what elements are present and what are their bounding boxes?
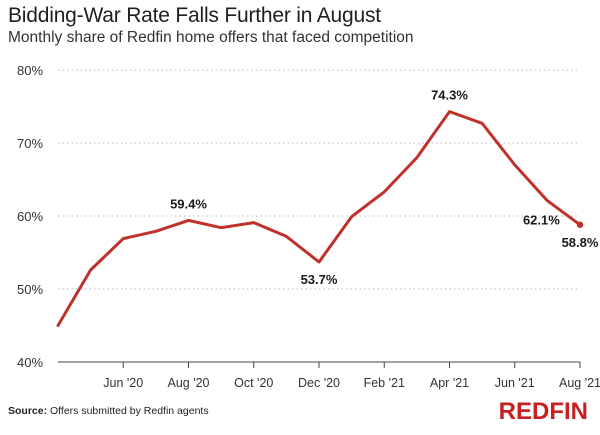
- y-tick-label: 70%: [17, 136, 43, 151]
- data-point: [546, 199, 549, 202]
- y-tick-label: 40%: [17, 355, 43, 370]
- data-point: [285, 235, 288, 238]
- data-point: [513, 163, 516, 167]
- data-point: [415, 156, 419, 159]
- data-point: [89, 268, 92, 272]
- source-note: Source: Offers submitted by Redfin agent…: [8, 405, 209, 417]
- data-point: [56, 324, 60, 327]
- data-label: 58.8%: [562, 235, 599, 250]
- data-label: 53.7%: [301, 272, 338, 287]
- data-point: [317, 260, 321, 264]
- x-tick-label: Aug '20: [167, 376, 209, 390]
- data-point: [480, 122, 484, 125]
- y-tick-label: 50%: [17, 282, 43, 297]
- gridlines: [58, 69, 580, 290]
- x-tick-label: Feb '21: [364, 376, 405, 390]
- axes: 40% 50% 60% 70% 80% Jun '20 Aug '20 Oct '20 Dec …: [17, 63, 600, 390]
- y-tick-label: 80%: [17, 63, 43, 78]
- series: [56, 110, 584, 327]
- x-tick-label: Jun '21: [495, 376, 535, 390]
- end-point-marker: [576, 221, 584, 228]
- y-tick-label: 60%: [17, 209, 43, 224]
- source-label: Source:: [8, 405, 48, 417]
- chart-subtitle: Monthly share of Redfin home offers that…: [8, 29, 414, 46]
- data-point: [350, 215, 353, 218]
- data-label: 74.3%: [431, 88, 468, 103]
- x-tick-label: Dec '20: [298, 376, 340, 390]
- series-line: [56, 110, 582, 327]
- data-label: 59.4%: [170, 196, 207, 211]
- data-labels: 59.4% 53.7% 74.3% 62.1%58.8%: [170, 88, 599, 287]
- data-point: [219, 226, 223, 229]
- source-text: Offers submitted by Redfin agents: [50, 405, 209, 417]
- data-point: [122, 237, 125, 240]
- x-tick-label: Aug '21: [559, 376, 600, 390]
- redfin-logo: REDFIN: [498, 398, 588, 425]
- data-point: [252, 221, 255, 224]
- x-tick-label: Oct '20: [234, 376, 273, 390]
- chart-title: Bidding-War Rate Falls Further in August: [8, 4, 381, 27]
- data-point: [187, 219, 190, 222]
- data-point: [154, 230, 158, 233]
- x-tick-label: Apr '21: [430, 376, 469, 390]
- data-point: [448, 110, 451, 113]
- data-point: [383, 190, 386, 194]
- data-label: 62.1%: [523, 213, 560, 228]
- x-tick-label: Jun '20: [103, 376, 143, 390]
